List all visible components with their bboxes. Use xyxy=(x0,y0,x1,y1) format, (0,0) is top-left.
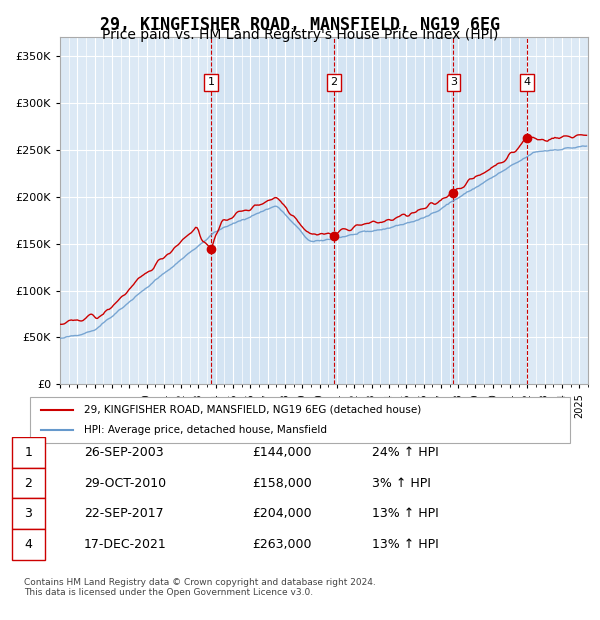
FancyBboxPatch shape xyxy=(12,437,45,467)
Text: 13% ↑ HPI: 13% ↑ HPI xyxy=(372,538,439,551)
Text: 1: 1 xyxy=(25,446,32,459)
Text: 13% ↑ HPI: 13% ↑ HPI xyxy=(372,507,439,520)
Text: 3: 3 xyxy=(25,507,32,520)
Text: 3% ↑ HPI: 3% ↑ HPI xyxy=(372,477,431,490)
Text: £158,000: £158,000 xyxy=(252,477,312,490)
FancyBboxPatch shape xyxy=(12,467,45,498)
Text: Price paid vs. HM Land Registry's House Price Index (HPI): Price paid vs. HM Land Registry's House … xyxy=(102,28,498,42)
FancyBboxPatch shape xyxy=(12,498,45,529)
Text: 24% ↑ HPI: 24% ↑ HPI xyxy=(372,446,439,459)
FancyBboxPatch shape xyxy=(30,397,570,443)
Text: 4: 4 xyxy=(523,78,530,87)
Text: £263,000: £263,000 xyxy=(252,538,311,551)
Text: 29-OCT-2010: 29-OCT-2010 xyxy=(84,477,166,490)
Text: HPI: Average price, detached house, Mansfield: HPI: Average price, detached house, Mans… xyxy=(84,425,327,435)
Text: 2: 2 xyxy=(25,477,32,490)
Text: 1: 1 xyxy=(208,78,215,87)
Text: £144,000: £144,000 xyxy=(252,446,311,459)
Text: Contains HM Land Registry data © Crown copyright and database right 2024.
This d: Contains HM Land Registry data © Crown c… xyxy=(24,578,376,598)
Text: 29, KINGFISHER ROAD, MANSFIELD, NG19 6EG: 29, KINGFISHER ROAD, MANSFIELD, NG19 6EG xyxy=(100,16,500,33)
Text: 29, KINGFISHER ROAD, MANSFIELD, NG19 6EG (detached house): 29, KINGFISHER ROAD, MANSFIELD, NG19 6EG… xyxy=(84,405,421,415)
Text: 2: 2 xyxy=(331,78,338,87)
Text: 22-SEP-2017: 22-SEP-2017 xyxy=(84,507,164,520)
FancyBboxPatch shape xyxy=(12,529,45,560)
Bar xyxy=(211,37,527,384)
Text: 3: 3 xyxy=(450,78,457,87)
Text: 26-SEP-2003: 26-SEP-2003 xyxy=(84,446,164,459)
Text: 4: 4 xyxy=(25,538,32,551)
Text: £204,000: £204,000 xyxy=(252,507,311,520)
Text: 17-DEC-2021: 17-DEC-2021 xyxy=(84,538,167,551)
